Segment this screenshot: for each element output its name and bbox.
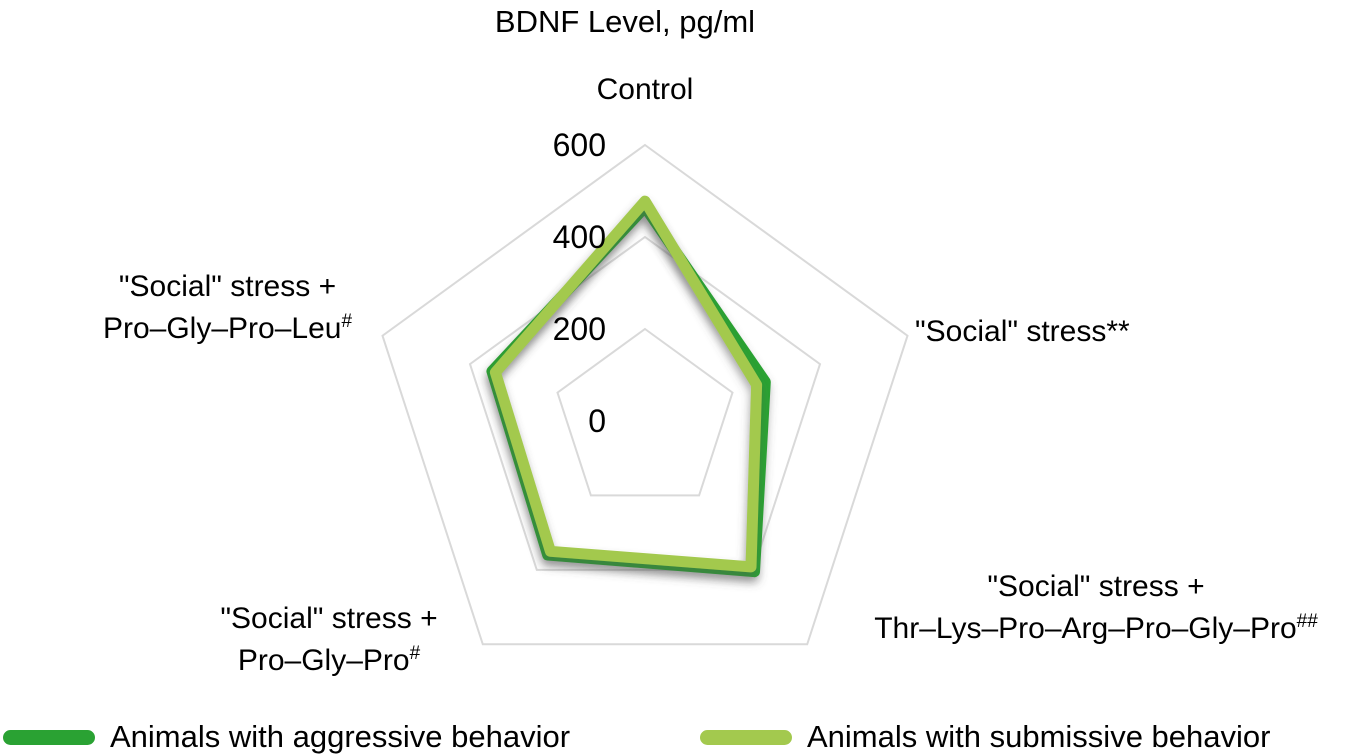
axis-label-control: Control xyxy=(495,69,795,111)
axis-label-social-stress-thr-lys-pro-arg-pro-gly-pro: "Social" stress + Thr–Lys–Pro–Arg–Pro–Gl… xyxy=(846,566,1346,650)
series-polygon-aggressive xyxy=(486,201,771,578)
axis-label-superscript: ## xyxy=(1296,611,1318,632)
legend-label-aggressive: Animals with aggressive behavior xyxy=(110,719,571,754)
tick-label-0: 0 xyxy=(588,403,606,439)
axis-label-social-stress: "Social" stress** xyxy=(915,311,1335,353)
axis-label-line2: Thr–Lys–Pro–Arg–Pro–Gly–Pro xyxy=(874,612,1297,645)
axis-label-control-text: Control xyxy=(596,73,694,106)
tick-label-600: 600 xyxy=(552,127,606,163)
grid-ring-600 xyxy=(381,143,909,646)
grid-ring-400 xyxy=(468,235,822,571)
chart-title: BDNF Level, pg/ml xyxy=(494,4,756,39)
grid-ring-200 xyxy=(556,327,734,497)
legend-item-submissive: Animals with submissive behavior xyxy=(700,719,1271,754)
axis-label-social-stress-text: "Social" stress** xyxy=(915,315,1130,348)
series-polygon-submissive xyxy=(489,195,763,573)
tick-label-400: 400 xyxy=(552,219,606,255)
axis-label-line1: "Social" stress + xyxy=(987,570,1205,603)
legend-swatch-submissive xyxy=(700,729,792,745)
axis-label-superscript: # xyxy=(409,643,421,664)
axis-label-superscript: # xyxy=(341,311,353,332)
axis-label-line1: "Social" stress + xyxy=(220,602,438,635)
legend-item-aggressive: Animals with aggressive behavior xyxy=(3,719,571,754)
legend-swatch-aggressive xyxy=(3,729,95,745)
axis-label-social-stress-pro-gly-pro-leu: "Social" stress + Pro–Gly–Pro–Leu# xyxy=(25,266,430,350)
legend-label-submissive: Animals with submissive behavior xyxy=(807,719,1271,754)
axis-label-line2: Pro–Gly–Pro–Leu xyxy=(102,312,342,345)
tick-label-200: 200 xyxy=(552,311,606,347)
axis-label-line2: Pro–Gly–Pro xyxy=(237,644,410,677)
axis-label-social-stress-pro-gly-pro: "Social" stress + Pro–Gly–Pro# xyxy=(129,598,529,682)
axis-label-line1: "Social" stress + xyxy=(118,270,337,303)
